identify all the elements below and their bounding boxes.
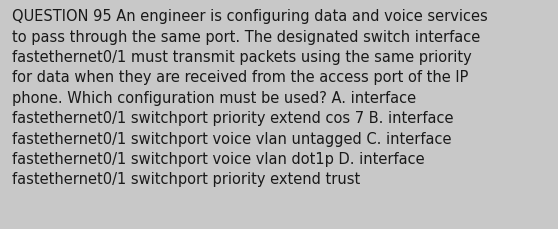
Text: QUESTION 95 An engineer is configuring data and voice services
to pass through t: QUESTION 95 An engineer is configuring d…	[12, 9, 488, 187]
